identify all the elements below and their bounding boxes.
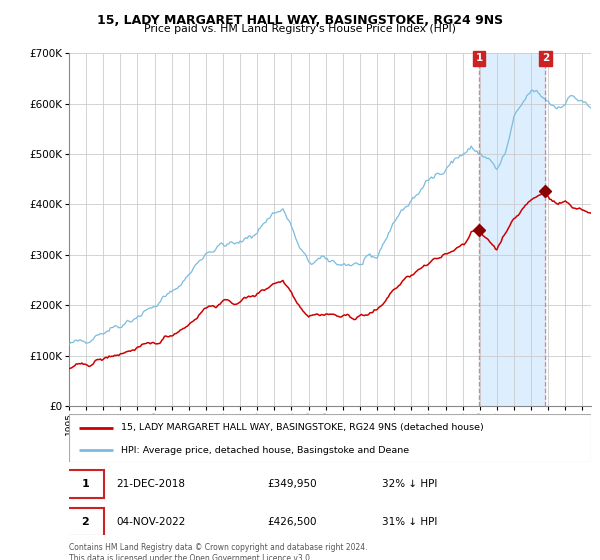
Text: Price paid vs. HM Land Registry's House Price Index (HPI): Price paid vs. HM Land Registry's House … xyxy=(144,24,456,34)
Text: 15, LADY MARGARET HALL WAY, BASINGSTOKE, RG24 9NS: 15, LADY MARGARET HALL WAY, BASINGSTOKE,… xyxy=(97,14,503,27)
Text: 2: 2 xyxy=(542,53,549,63)
Text: 04-NOV-2022: 04-NOV-2022 xyxy=(116,517,185,527)
FancyBboxPatch shape xyxy=(67,470,104,498)
Text: Contains HM Land Registry data © Crown copyright and database right 2024.
This d: Contains HM Land Registry data © Crown c… xyxy=(69,543,367,560)
Text: 1: 1 xyxy=(476,53,483,63)
Text: 32% ↓ HPI: 32% ↓ HPI xyxy=(382,479,437,489)
Text: 1: 1 xyxy=(82,479,89,489)
FancyBboxPatch shape xyxy=(69,414,591,462)
Text: 31% ↓ HPI: 31% ↓ HPI xyxy=(382,517,437,527)
Text: £349,950: £349,950 xyxy=(268,479,317,489)
FancyBboxPatch shape xyxy=(67,508,104,536)
Text: HPI: Average price, detached house, Basingstoke and Deane: HPI: Average price, detached house, Basi… xyxy=(121,446,409,455)
Text: 21-DEC-2018: 21-DEC-2018 xyxy=(116,479,185,489)
Text: 15, LADY MARGARET HALL WAY, BASINGSTOKE, RG24 9NS (detached house): 15, LADY MARGARET HALL WAY, BASINGSTOKE,… xyxy=(121,423,484,432)
Text: £426,500: £426,500 xyxy=(268,517,317,527)
Bar xyxy=(479,53,545,406)
Text: 2: 2 xyxy=(82,517,89,527)
